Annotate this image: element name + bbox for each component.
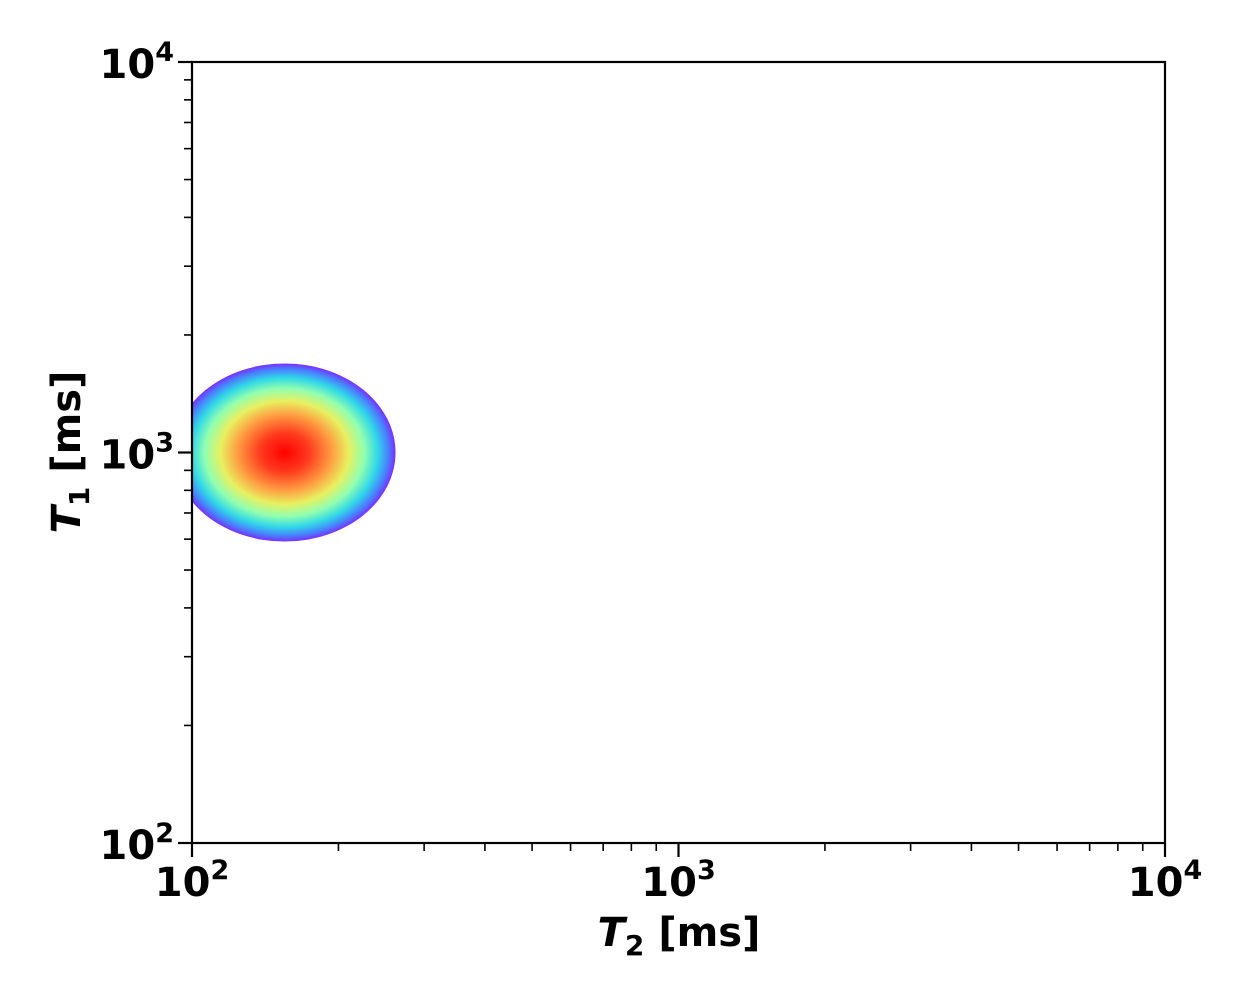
x-tick-base: 10 — [641, 860, 697, 906]
x-tick-base: 10 — [155, 860, 211, 906]
y-axis-label-symbol: T — [44, 503, 90, 533]
x-tick-label: 102 — [155, 855, 229, 906]
x-tick-base: 10 — [1128, 860, 1184, 906]
y-axis-label: T1 [ms] — [44, 371, 96, 534]
axis-ticks — [178, 60, 1167, 857]
heatmap-peaks — [192, 363, 396, 542]
x-tick-label: 104 — [1128, 855, 1202, 906]
y-tick-label: 103 — [100, 428, 174, 479]
y-tick-exponent: 4 — [155, 37, 174, 68]
x-axis-label-unit: [ms] — [644, 910, 760, 956]
y-axis-label-unit: [ms] — [44, 371, 90, 487]
x-tick-exponent: 3 — [697, 855, 716, 886]
y-tick-label: 104 — [100, 37, 174, 88]
y-tick-exponent: 3 — [155, 428, 174, 459]
x-tick-label: 103 — [641, 855, 715, 906]
y-tick-base: 10 — [100, 823, 156, 869]
x-axis-label-symbol: T — [598, 910, 628, 956]
y-tick-base: 10 — [100, 42, 156, 88]
y-tick-base: 10 — [100, 433, 156, 479]
y-tick-label: 102 — [100, 818, 174, 869]
y-axis-label-subscript: 1 — [63, 487, 96, 506]
x-axis-label-subscript: 2 — [625, 929, 644, 962]
x-tick-exponent: 4 — [1183, 855, 1202, 886]
x-axis-label: T2 [ms] — [598, 910, 761, 962]
heatmap-peak — [192, 363, 396, 542]
x-tick-exponent: 2 — [210, 855, 229, 886]
y-tick-exponent: 2 — [155, 818, 174, 849]
